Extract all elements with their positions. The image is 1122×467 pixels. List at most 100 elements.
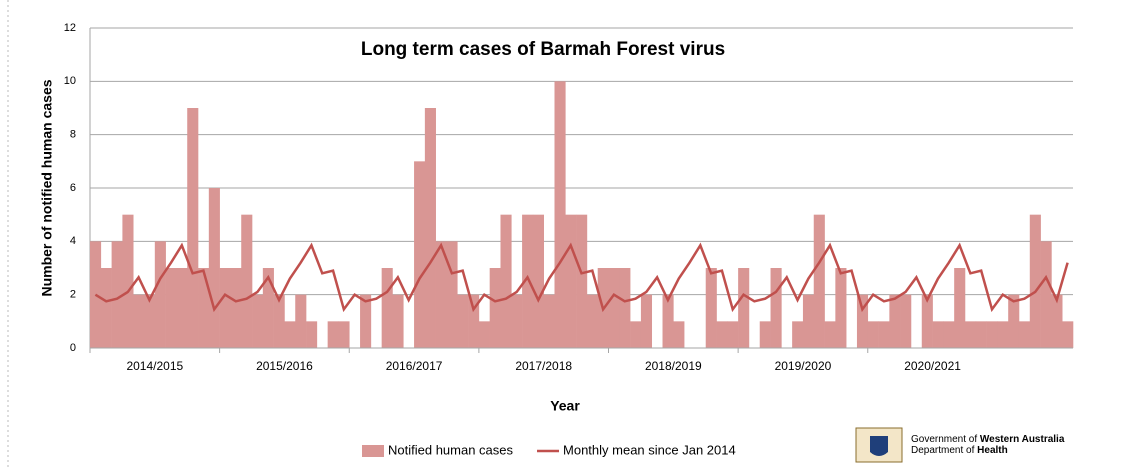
shield [870,436,888,456]
bar [241,214,253,348]
bar [954,268,966,348]
bar [208,188,220,348]
y-tick-label: 0 [70,342,76,354]
bar [900,294,912,348]
bar [543,294,555,348]
bar [198,268,210,348]
legend-label: Notified human cases [388,442,514,457]
x-axis-title: Year [550,398,580,414]
bar [424,108,436,348]
y-tick-label: 12 [64,22,76,34]
line [94,242,1069,313]
footer-line1: Government of Western Australia [911,434,1065,445]
bar [457,294,469,348]
legend-swatch [362,445,384,457]
bar [878,321,890,348]
chart-title: Long term cases of Barmah Forest virus [361,39,725,60]
x-group-label: 2018/2019 [645,359,702,373]
bar [716,321,728,348]
bar [468,294,480,348]
y-tick-label: 6 [70,182,76,194]
bar [187,108,199,348]
bar [144,294,156,348]
bar [673,321,685,348]
bar [813,214,825,348]
y-tick-label: 2 [70,289,76,301]
bar [262,268,274,348]
bar [727,321,739,348]
bar [1008,294,1020,348]
bar [770,268,782,348]
footer-line2: Department of Health [911,445,1008,456]
bar [414,161,426,348]
bar [338,321,350,348]
bar [1051,294,1063,348]
bar [619,268,631,348]
bar [943,321,955,348]
legend-label: Monthly mean since Jan 2014 [563,442,736,457]
bar [856,294,869,348]
x-group-label: 2017/2018 [515,359,572,373]
bar [565,214,577,348]
y-tick-label: 8 [70,129,76,141]
bar [986,321,998,348]
bar [554,81,566,348]
bar [327,321,339,348]
y-axis-title: Number of notified human cases [39,79,55,296]
bar [576,214,588,348]
x-group-label: 2014/2015 [126,359,183,373]
bar [435,241,447,348]
bar [532,214,544,348]
bar [921,294,933,348]
bar [360,294,372,348]
y-tick-label: 10 [64,75,76,87]
bar [867,321,879,348]
bar [932,321,944,348]
bar [511,294,523,348]
bar [975,321,987,348]
bar [1029,214,1041,348]
bar [122,214,134,348]
bar [489,268,501,348]
bar [1040,241,1052,348]
bar [446,241,458,348]
bar [219,268,231,348]
bar [824,321,836,348]
bar [662,294,674,348]
bar [759,321,771,348]
bar [252,294,264,348]
bar [608,268,620,348]
bar [1062,321,1074,348]
bar [306,321,318,348]
logo: Government of Western Australia Departme… [855,427,1065,463]
bar [997,321,1009,348]
x-group-label: 2019/2020 [775,359,832,373]
bar [392,294,404,348]
bar [478,321,490,348]
bar [792,321,804,348]
bar [802,294,815,348]
bar [630,321,642,348]
bar [295,294,307,348]
bar [100,268,112,348]
bar [165,268,177,348]
bar [176,268,188,348]
x-group-label: 2015/2016 [256,359,313,373]
bar [1018,321,1031,348]
bar [964,321,977,348]
bar [111,241,123,348]
bar [640,294,653,348]
x-group-label: 2016/2017 [386,359,443,373]
bar [133,294,145,348]
bar [230,268,242,348]
y-tick-label: 4 [70,235,76,247]
bar [738,268,750,348]
bar [835,268,847,348]
bar [154,241,166,348]
bar [381,268,393,348]
bar [889,294,901,348]
bar [705,268,717,348]
bar [522,214,534,348]
bar [586,294,599,348]
